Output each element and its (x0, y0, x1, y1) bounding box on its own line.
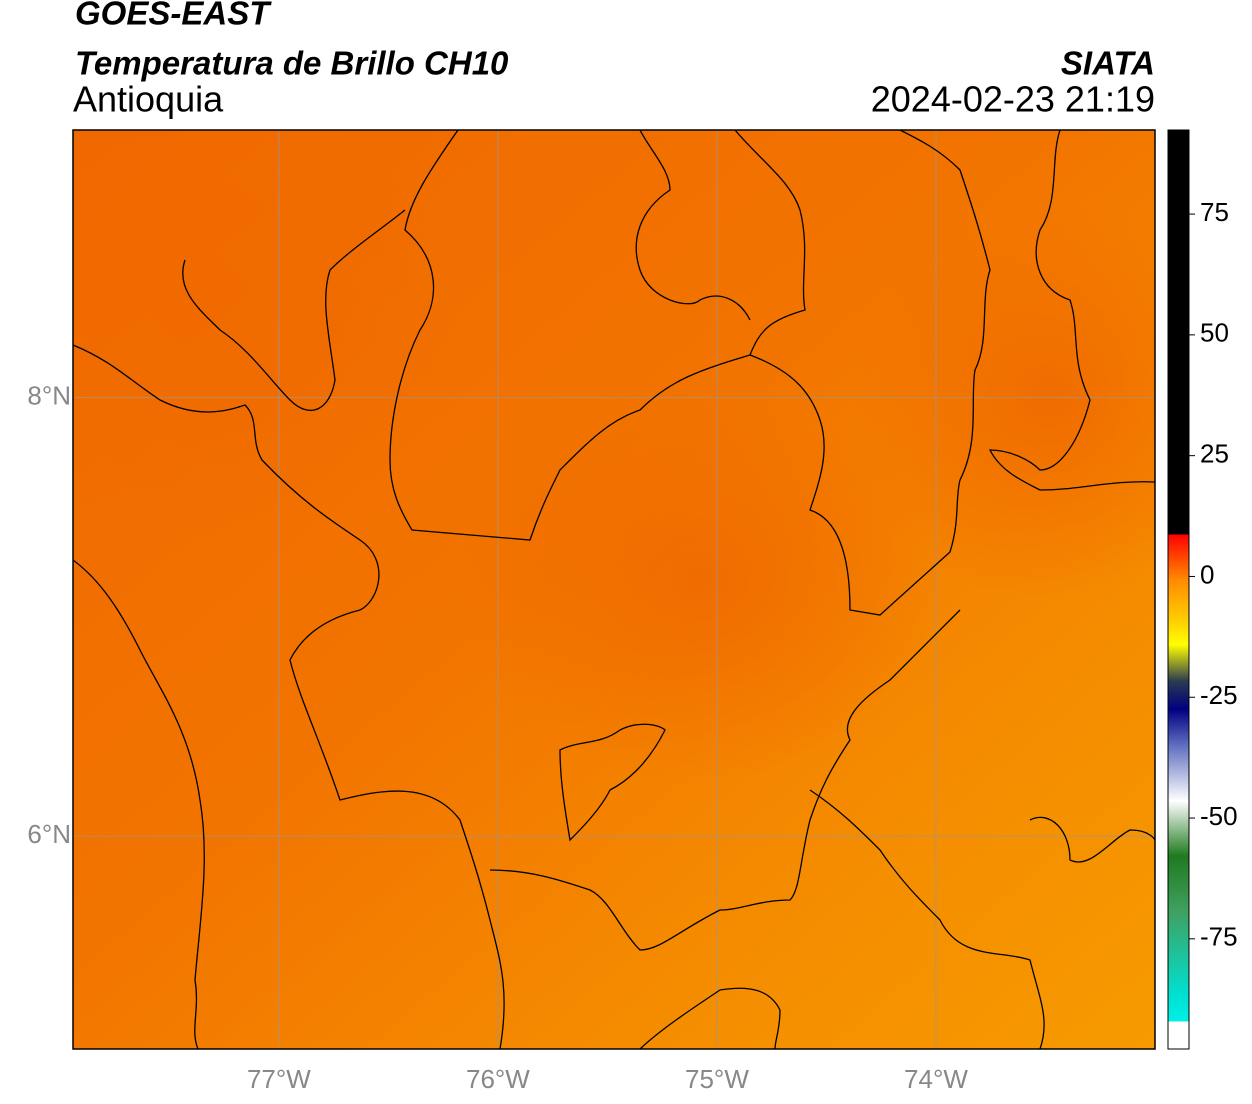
x-tick-label: 74°W (904, 1064, 968, 1094)
source: SIATA (1061, 45, 1155, 82)
colorbar-tick-label: 0 (1200, 559, 1214, 589)
y-tick-label: 6°N (27, 819, 71, 849)
colorbar-tick-label: 75 (1200, 197, 1229, 227)
colorbar-tick-label: 25 (1200, 439, 1229, 469)
colorbar-ticks: 75 50 25 0 -25 -50 -75 (1189, 197, 1238, 952)
colorbar-tick-label: 50 (1200, 318, 1229, 348)
map-image (73, 130, 1155, 1049)
map-frame (72, 129, 1156, 1050)
title: GOES-EAST (75, 0, 272, 32)
boundaries (73, 130, 1155, 1049)
colorbar (1167, 129, 1190, 1050)
x-tick-label: 75°W (685, 1064, 749, 1094)
colorbar-tick-label: -25 (1200, 680, 1238, 710)
region: Antioquia (73, 79, 224, 120)
graticule (73, 130, 1155, 1049)
x-tick-label: 77°W (247, 1064, 311, 1094)
x-tick-label: 76°W (466, 1064, 530, 1094)
colorbar-tick-label: -75 (1200, 922, 1238, 952)
map-ticks: 77°W 76°W 75°W 74°W 8°N 6°N (27, 380, 968, 1093)
datetime: 2024-02-23 21:19 (871, 79, 1155, 120)
colorbar-tick-label: -50 (1200, 801, 1238, 831)
y-tick-label: 8°N (27, 380, 71, 410)
subtitle: Temperatura de Brillo CH10 (75, 45, 509, 82)
